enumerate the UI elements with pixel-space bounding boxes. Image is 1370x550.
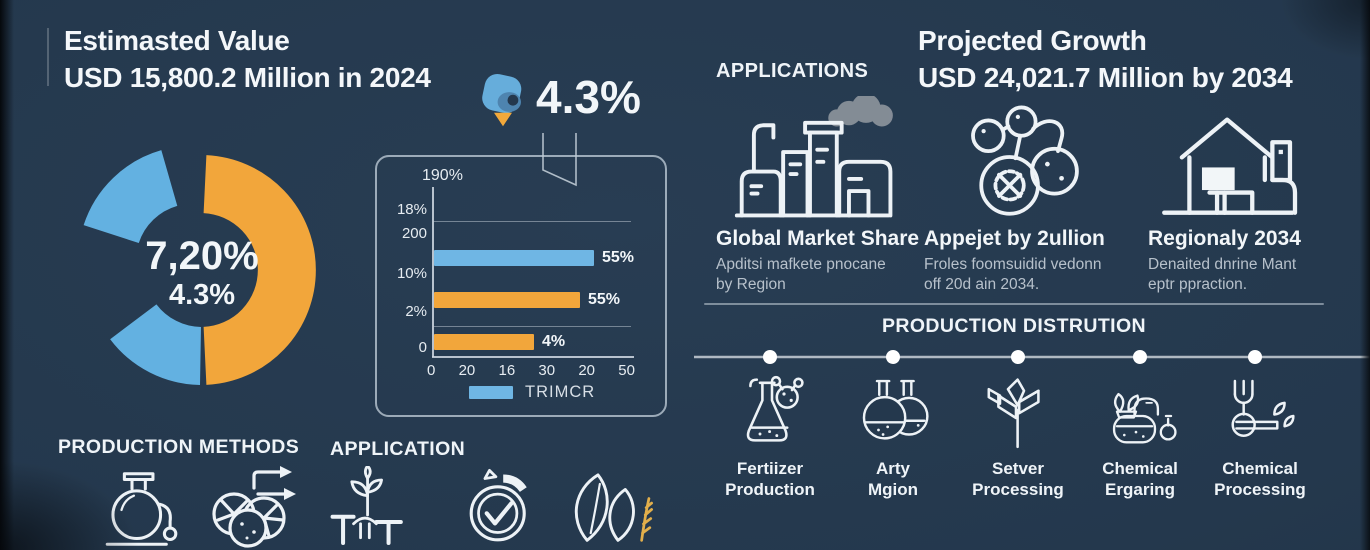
applications-heading: APPLICATIONS: [716, 60, 869, 82]
estimated-value-title: Estimasted Value USD 15,800.2 Million in…: [64, 22, 431, 96]
chart-legend: TRIMCR: [469, 383, 595, 402]
donut-segment-orange: [202, 155, 316, 385]
bar-value-label-1: 55%: [588, 291, 621, 308]
chart-top-label: 190%: [422, 167, 463, 184]
top-right-corner-shade: [1280, 0, 1370, 60]
column-title-regionaly: Regionaly 2034: [1148, 227, 1301, 250]
bar-row-0: 55%: [434, 250, 634, 266]
donut-segment-blue-exploded: [83, 150, 179, 245]
legend-label: TRIMCR: [525, 383, 596, 401]
y-axis-line: [432, 187, 434, 357]
leaves-icon: [574, 473, 653, 542]
projected-growth-title: Projected Growth USD 24,021.7 Million by…: [918, 22, 1293, 96]
application-heading: APPLICATION: [330, 438, 466, 460]
molecule-gear-icon: [971, 105, 1079, 216]
distribution-timeline: [694, 350, 1370, 364]
y-axis-label-1: 200: [401, 225, 427, 242]
distribution-label-4-line1: Chemical: [1102, 459, 1178, 478]
bar-orange-1: [434, 292, 580, 308]
distribution-label-1-line2: Production: [725, 480, 815, 499]
distribution-label-2: Arty Mgion: [823, 458, 963, 500]
column-desc-1: Apditsi mafkete pnocane by Region: [716, 255, 886, 294]
fork-leaves-icon: [1231, 379, 1295, 437]
column-desc-2: Froles foomsuidid vedonn off 20d ain 203…: [924, 255, 1102, 294]
right-edge-shade: [1360, 0, 1370, 550]
x-tick-2: 16: [498, 362, 516, 379]
production-methods-heading: PRODUCTION METHODS: [58, 436, 300, 458]
donut-center-value: 7,20%: [145, 234, 259, 278]
house-icon: [1162, 117, 1298, 215]
distribution-label-3-line2: Processing: [972, 480, 1064, 499]
distribution-label-4-line2: Ergaring: [1105, 480, 1175, 499]
donut-chart: [83, 150, 316, 385]
bar-row-1: 55%: [434, 292, 634, 308]
projected-growth-title-line2: USD 24,021.7 Million by 2034: [918, 62, 1293, 93]
house-window: [1201, 167, 1235, 191]
distribution-label-3: Setver Processing: [948, 458, 1088, 500]
distribution-label-1-line1: Fertiizer: [736, 459, 804, 478]
distribution-label-5: Chemical Processing: [1190, 458, 1330, 500]
two-flasks-icon: [862, 379, 929, 440]
location-pin-icon: [482, 74, 522, 127]
bar-orange-2: [434, 334, 534, 350]
distribution-label-2-line2: Mgion: [867, 480, 919, 499]
stopwatch-check-icon: [469, 468, 527, 542]
y-axis-label-3: 2%: [405, 303, 427, 320]
distribution-label-1: Fertiizer Production: [700, 458, 840, 500]
column-desc-1-line2: by Region: [716, 275, 786, 293]
fruits-gears-icon: [212, 466, 296, 548]
callout-connector-line: [542, 133, 577, 187]
projected-growth-title-line1: Projected Growth: [918, 25, 1147, 56]
gridline-bottom: [433, 326, 631, 327]
distribution-label-4: Chemical Ergaring: [1070, 458, 1210, 500]
x-axis-labels: 0 20 16 30 20 50: [427, 362, 635, 379]
plant-arrows-icon: [987, 378, 1040, 449]
y-axis-label-0: 18%: [396, 201, 427, 218]
column-title-global-market-share: Global Market Share: [716, 227, 920, 250]
distribution-label-5-line2: Processing: [1214, 480, 1306, 499]
y-axis-label-4: 0: [418, 339, 427, 356]
plant-icon: [330, 466, 403, 546]
bar-value-label-2: 4%: [542, 333, 566, 350]
column-desc-3-line1: Denaited dnrine Mant: [1148, 256, 1297, 273]
column-desc-3: Denaited dnrine Mant eptr ppraction.: [1148, 255, 1296, 294]
left-edge-shade: [0, 0, 14, 550]
plot-area: 55% 55% 4%: [434, 185, 634, 357]
estimated-value-title-line2: USD 15,800.2 Million in 2024: [64, 62, 431, 93]
flask-icon: [105, 472, 178, 546]
x-tick-3: 30: [538, 362, 556, 379]
estimated-value-title-line1: Estimasted Value: [64, 25, 290, 56]
y-axis-label-2: 10%: [396, 265, 427, 282]
x-tick-0: 0: [427, 362, 436, 379]
distribution-label-5-line1: Chemical: [1222, 459, 1298, 478]
bar-blue: [434, 250, 594, 266]
donut-segment-blue-bottom: [110, 303, 203, 385]
bar-value-label-0: 55%: [601, 249, 634, 266]
column-desc-2-line1: Froles foomsuidid vedonn: [924, 256, 1102, 273]
x-tick-1: 20: [458, 362, 476, 379]
flask-molecule-icon: [746, 375, 804, 442]
bar-row-2: 4%: [434, 334, 634, 350]
column-desc-2-line2: off 20d ain 2034.: [924, 275, 1040, 293]
section-divider: [704, 303, 1324, 305]
factory-icon: [734, 96, 893, 218]
distribution-label-3-line1: Setver: [992, 459, 1044, 478]
donut-center-subvalue: 4.3%: [168, 279, 236, 311]
column-desc-1-line1: Apditsi mafkete pnocane: [716, 256, 886, 273]
title-accent-line: [47, 28, 49, 86]
legend-swatch: [469, 386, 513, 399]
x-axis-line: [432, 356, 634, 358]
column-desc-3-line2: eptr ppraction.: [1148, 275, 1248, 293]
bar-chart-panel: 190% 18% 200 10% 2% 0 55% 55% 4% 0 20: [375, 155, 667, 417]
donut-center-labels: 7,20% 4.3%: [117, 234, 287, 312]
x-tick-5: 50: [618, 362, 635, 379]
callout-growth-value: 4.3%: [536, 71, 641, 123]
distiller-icon: [1112, 392, 1177, 444]
x-tick-4: 20: [578, 362, 596, 379]
gridline-top: [433, 221, 631, 222]
column-title-appejet: Appejet by 2ullion: [924, 227, 1105, 250]
distribution-label-2-line1: Arty: [875, 459, 910, 478]
production-distribution-heading: PRODUCTION DISTRUTION: [881, 315, 1147, 337]
